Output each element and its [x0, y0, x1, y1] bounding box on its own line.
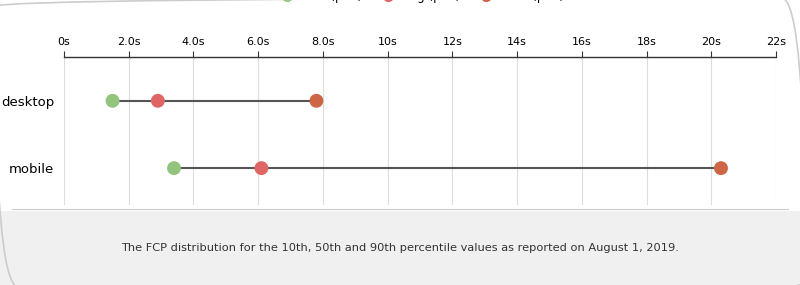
- Point: [714, 166, 727, 170]
- Point: [151, 99, 164, 103]
- Point: [255, 166, 268, 170]
- Legend: Fast (p10), Avg (p50), Slow (p90): Fast (p10), Avg (p50), Slow (p90): [276, 0, 564, 3]
- Point: [168, 166, 181, 170]
- Point: [310, 99, 323, 103]
- Text: The FCP distribution for the 10th, 50th and 90th percentile values as reported o: The FCP distribution for the 10th, 50th …: [121, 243, 679, 253]
- Point: [106, 99, 119, 103]
